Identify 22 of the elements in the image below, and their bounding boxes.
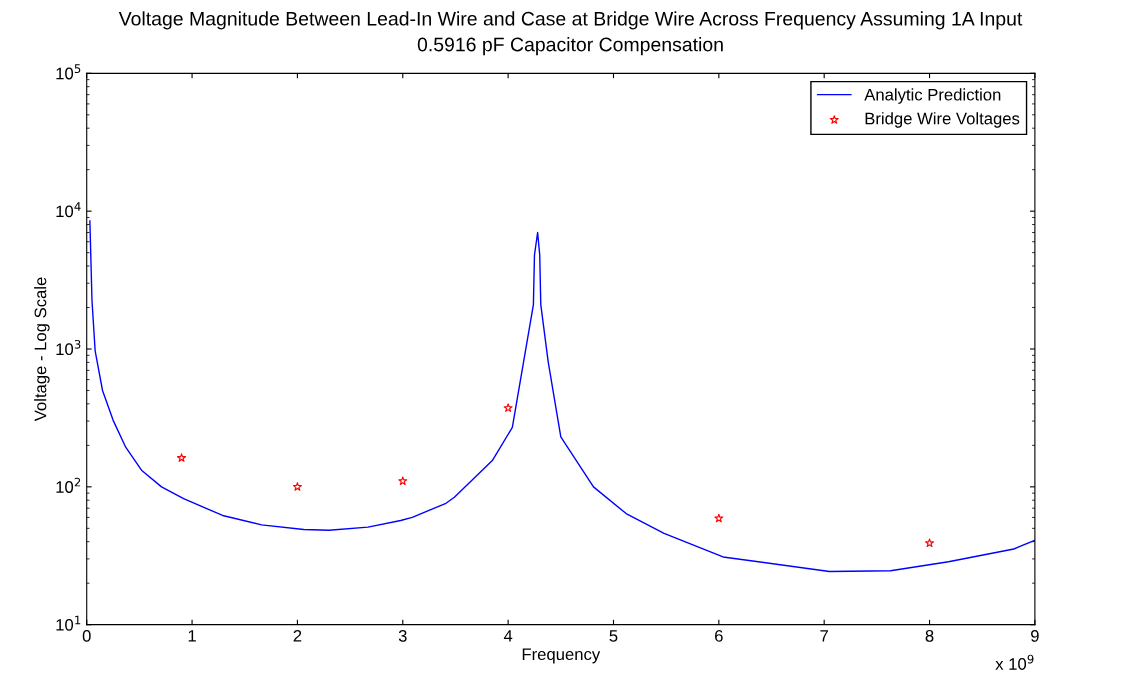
x-tick-label: 6: [715, 629, 723, 642]
x-tick-label: 1: [188, 630, 196, 642]
legend-label: Analytic Prediction: [864, 88, 1001, 104]
x-tick-label: 5: [609, 630, 618, 642]
text: x 10$^{9}$: [995, 654, 1034, 670]
x-tick-label: 3: [398, 629, 407, 642]
x-tick-label: 8: [925, 629, 934, 642]
x-tick-label: 7: [820, 630, 828, 642]
x-tick-label: 9: [1031, 629, 1039, 642]
x-tick-label: 0: [82, 629, 91, 642]
y-tick-label: 10$^{3}$: [56, 339, 81, 356]
y-tick-label: 10$^{1}$: [56, 615, 81, 631]
y-tick-label: 10$^{2}$: [56, 477, 81, 493]
x-tick-label: 4: [503, 630, 513, 642]
chart-title: Voltage Magnitude Between Lead-In Wire and Case at Bridge Wire Across Frequency Assuming 1A Input: [118, 11, 1023, 30]
y-tick-label: 10$^{5}$: [56, 64, 81, 80]
y-tick-label: 10$^{4}$: [56, 202, 81, 218]
legend-label: Bridge Wire Voltages: [865, 112, 1020, 128]
chart-subtitle: 0.5916 pF Capacitor Compensation: [417, 37, 723, 56]
x-axis-title: Frequency: [522, 648, 601, 664]
x-tick-label: 2: [293, 629, 302, 642]
y-axis-title: Voltage - Log Scale: [34, 277, 50, 422]
